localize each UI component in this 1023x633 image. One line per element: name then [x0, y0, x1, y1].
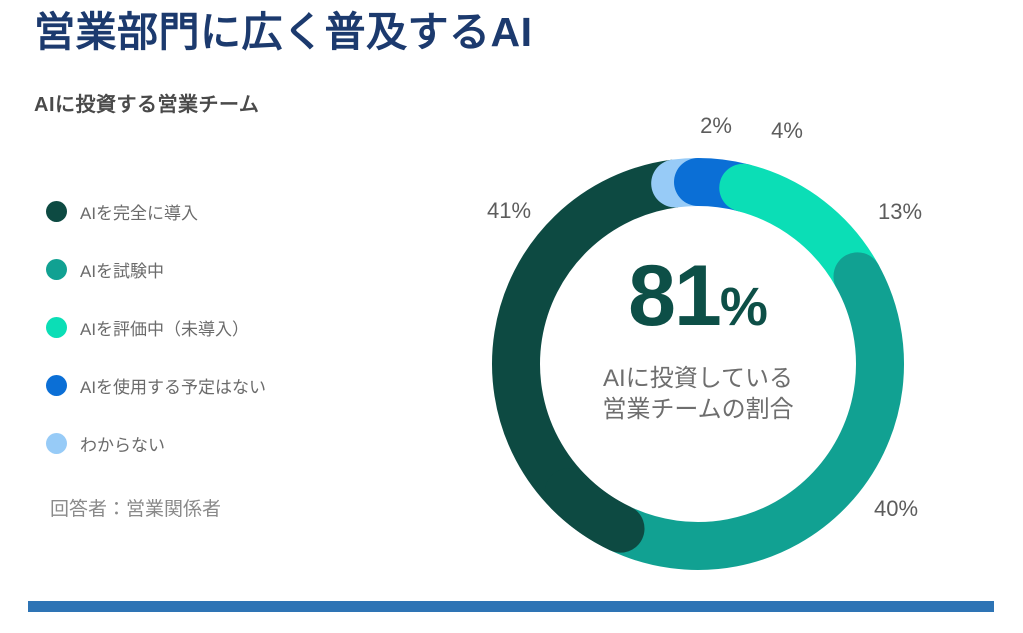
center-caption-line2: 営業チームの割合: [602, 396, 794, 423]
legend-item-label: AIを試験中: [80, 262, 165, 281]
footnote: 回答者：営業関係者: [50, 499, 222, 520]
segment-value-label: 2%: [700, 113, 732, 138]
legend-item: AIを完全に導入: [46, 201, 266, 223]
center-caption-line1: AIに投資している: [603, 365, 793, 392]
legend-item: わからない: [46, 433, 266, 455]
legend-item: AIを試験中: [46, 259, 266, 281]
chart-subtitle: AIに投資する営業チーム: [34, 94, 260, 116]
legend-item: AIを評価中（未導入）: [46, 317, 266, 339]
center-caption: AIに投資している 営業チームの割合: [602, 363, 793, 425]
page-title: 営業部門に広く普及するAI: [34, 9, 533, 55]
legend-item-label: AIを使用する予定はない: [80, 378, 267, 397]
donut-segment-3: [544, 468, 645, 553]
segment-value-label: 4%: [771, 118, 803, 143]
legend-item-label: わからない: [80, 436, 165, 455]
legend-dot-icon: [46, 259, 67, 280]
legend: AIを完全に導入 AIを試験中 AIを評価中（未導入） AIを使用する予定はない…: [46, 201, 266, 491]
center-value-line: 81%: [602, 253, 793, 339]
legend-dot-icon: [46, 317, 67, 338]
segment-value-label: 40%: [873, 496, 919, 521]
legend-item: AIを使用する予定はない: [46, 375, 267, 397]
segment-value-label: 41%: [486, 198, 532, 223]
donut-segment-2: [596, 252, 904, 570]
legend-item-label: AIを完全に導入: [80, 204, 199, 223]
segment-value-label: 13%: [877, 199, 923, 224]
footer-accent-bar: [28, 601, 994, 612]
center-percent-sign: %: [719, 277, 768, 337]
center-value: 81: [628, 248, 722, 344]
legend-dot-icon: [46, 201, 67, 222]
donut-center-text: 81% AIに投資している 営業チームの割合: [602, 253, 793, 425]
legend-dot-icon: [46, 433, 67, 454]
legend-item-label: AIを評価中（未導入）: [80, 320, 250, 339]
legend-dot-icon: [46, 375, 67, 396]
